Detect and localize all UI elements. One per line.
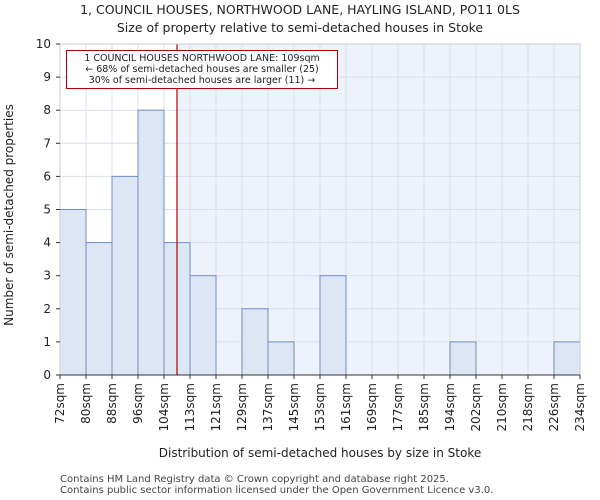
x-tick-label: 226sqm [547, 383, 561, 431]
bar-88sqm [111, 175, 139, 376]
bar-72sqm [59, 209, 87, 376]
x-tick-label: 145sqm [287, 383, 301, 431]
y-tick-label: 0 [43, 368, 51, 382]
bar-113sqm [189, 275, 217, 376]
chart-subtitle: Size of property relative to semi-detach… [116, 20, 484, 35]
x-tick-label: 234sqm [573, 383, 587, 431]
x-tick-label: 104sqm [157, 383, 171, 431]
bar-194sqm [449, 341, 477, 376]
bar-129sqm [241, 308, 269, 376]
bar-80sqm [85, 242, 113, 376]
y-tick-label: 1 [43, 335, 51, 349]
x-tick-label: 96sqm [131, 383, 145, 424]
x-tick-label: 88sqm [105, 383, 119, 424]
footer-line-1: Contains HM Land Registry data © Crown c… [60, 474, 449, 485]
x-tick-label: 177sqm [391, 383, 405, 431]
x-tick-label: 153sqm [313, 383, 327, 431]
x-axis-label: Distribution of semi-detached houses by … [159, 446, 481, 460]
x-tick-label: 218sqm [521, 383, 535, 431]
y-tick-label: 10 [36, 37, 51, 51]
y-tick-label: 9 [43, 70, 51, 84]
annotation-line-2: ← 68% of semi-detached houses are smalle… [85, 64, 319, 75]
y-tick-label: 4 [43, 236, 51, 250]
y-tick-label: 7 [43, 136, 51, 150]
x-tick-label: 210sqm [495, 383, 509, 431]
x-tick-label: 202sqm [469, 383, 483, 431]
y-tick-label: 5 [43, 203, 51, 217]
x-tick-label: 129sqm [235, 383, 249, 431]
annotation-line-1: 1 COUNCIL HOUSES NORTHWOOD LANE: 109sqm [84, 53, 320, 64]
x-tick-label: 121sqm [209, 383, 223, 431]
bar-96sqm [137, 109, 165, 376]
bar-137sqm [267, 341, 295, 376]
y-tick-label: 2 [43, 302, 51, 316]
x-tick-label: 72sqm [53, 383, 67, 424]
y-tick-label: 3 [43, 269, 51, 283]
y-tick-label: 8 [43, 103, 51, 117]
bar-226sqm [553, 341, 581, 376]
x-tick-label: 185sqm [417, 383, 431, 431]
x-tick-label: 137sqm [261, 383, 275, 431]
bar-153sqm [319, 275, 347, 376]
x-tick-label: 80sqm [79, 383, 93, 424]
annotation-line-3: 30% of semi-detached houses are larger (… [88, 75, 316, 86]
x-tick-label: 194sqm [443, 383, 457, 431]
y-axis-label: Number of semi-detached properties [2, 104, 16, 326]
footer-line-2: Contains public sector information licen… [60, 485, 494, 496]
chart-title: 1, COUNCIL HOUSES, NORTHWOOD LANE, HAYLI… [80, 2, 520, 17]
annotation-box: 1 COUNCIL HOUSES NORTHWOOD LANE: 109sqm … [66, 50, 338, 89]
x-tick-label: 169sqm [365, 383, 379, 431]
y-tick-label: 6 [43, 169, 51, 183]
x-tick-label: 161sqm [339, 383, 353, 431]
x-tick-label: 113sqm [183, 383, 197, 431]
